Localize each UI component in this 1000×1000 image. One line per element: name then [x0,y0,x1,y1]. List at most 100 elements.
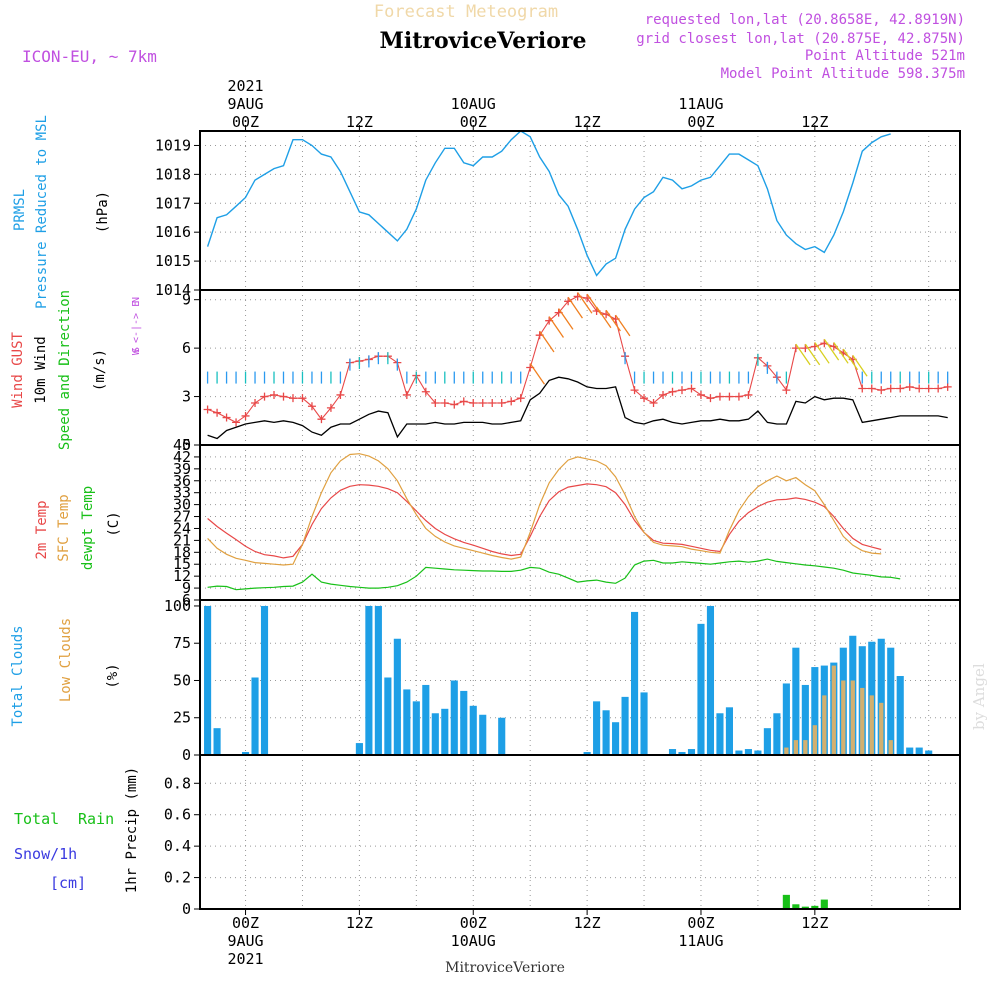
y-tick-label: 0 [182,436,191,454]
snow-unit: [cm] [50,874,86,892]
cloud-low-bar [850,680,855,755]
wind-gust-point [421,387,430,396]
y-tick-label: 50 [173,671,191,689]
total-label: Total [14,810,59,828]
wind-gust-point [877,386,886,395]
panel-frame-wind [199,289,961,446]
panel-frame-precipitation [199,754,961,910]
temp-dewpt-line [207,558,901,591]
wind-direction-arrow [548,316,564,338]
cloud-total-bar [915,747,923,755]
cloud-total-bar [412,701,420,755]
cloud-total-bar [640,692,648,755]
y-tick-label: 0.4 [164,837,191,855]
wind-gust-point [858,384,867,393]
pressure-labels: PRMSL Pressure Reduced to MSL (hPa) [12,115,111,309]
y-tick-label: 0.8 [164,774,191,792]
cloud-total-bar [612,722,620,755]
top-time-label: 00Z [687,113,714,131]
y-tick-label: 39 [173,460,191,478]
cloud-total-bar [706,605,715,755]
cloud-total-bar [241,752,250,755]
wind-gust-point [516,394,525,403]
bottom-time-label: 10AUG [451,932,496,950]
precip-unit: 1hr Precip (mm) [124,767,140,893]
cloud-total-bar [763,728,771,755]
top-time-label: 11AUG [678,95,723,113]
wind-gust-point [896,384,905,393]
wind-gust-point [298,394,307,403]
bottom-time-label: 9AUG [227,932,263,950]
wind-gust-point [734,392,743,401]
cloud-total-bar [393,638,401,755]
pressure-unit: (hPa) [95,191,111,233]
temp-labels: 2m Temp SFC Temp dewpt Temp (C) [34,486,122,570]
y-tick-label: 6 [182,339,191,357]
wind-gust-point [924,384,933,393]
wind-direction-arrow [596,306,612,329]
wind-gust-point [260,392,269,401]
wind-gust-point [668,387,677,396]
cloud-total-bar [479,714,487,755]
wind-gust-point [886,384,895,393]
wind-gust-point [867,384,876,393]
top-time-label: 10AUG [451,95,496,113]
cloud-total-bar [782,683,790,755]
y-tick-label: 18 [173,543,191,561]
frames-layer: 1014101510161017101810190369691215182124… [155,125,961,918]
cloud-total-bar [792,647,800,755]
wind-direction-arrow [842,348,859,371]
wind-direction-arrow [567,296,583,319]
y-tick-label: 9 [182,291,191,309]
wind-gust-point [507,397,516,406]
wind-gust-line [207,295,948,424]
wind-gust-point [241,411,250,420]
cloud-total-bar [925,750,933,755]
cloud-total-bar [602,710,610,755]
y-tick-label: 1017 [155,194,191,212]
y-tick-label: 30 [173,496,191,514]
model-label: ICON-EU, ~ 7km [22,47,157,66]
cloud-total-bar [725,707,733,755]
cloud-total-bar [213,728,221,755]
cloud-total-bar [374,605,382,755]
wind-gust-point [459,397,468,406]
wind-gust-point [317,415,326,424]
cloud-total-bar [896,676,904,755]
cloud-low-bar [888,740,893,755]
cloud-total-bar [384,677,392,755]
top-time-label: 12Z [801,113,828,131]
bottom-time-label: 12Z [346,914,373,932]
precip-bar [820,899,828,909]
wind-gust-point [649,399,658,408]
wind-gust-point [469,399,478,408]
wind-gust-point [715,392,724,401]
cloud-total-bar [716,713,724,755]
wind-gust-point [203,405,212,414]
top-time-label: 00Z [232,113,259,131]
wind-gust-point [640,394,649,403]
forecast-meteogram-label: Forecast Meteogram [374,2,558,22]
cloud-total-bar [630,611,639,755]
wind-gust-point [497,399,506,408]
temp-sfc-line [207,453,882,566]
cloud-low-bar [784,747,789,755]
wind-gust-point [307,402,316,411]
cloud-low-bar [860,687,865,755]
wind-gust-point [687,384,696,393]
cloud-total-bar [460,690,468,755]
bottom-time-label: 00Z [232,914,259,932]
compass-label-s: S [131,347,142,353]
cloud-total-bar [204,605,212,755]
rain-label: Rain [78,810,114,828]
cloud-total-bar [877,638,885,755]
cloud-total-bar [450,680,458,755]
wind-gust-point [744,390,753,399]
y-tick-label: 100 [164,597,191,615]
y-tick-label: 0.6 [164,806,191,824]
wind-direction-arrow [577,292,593,314]
panel-frame-temperature [199,444,961,601]
clouds-unit: (%) [105,663,121,688]
cloud-low-bar [879,702,884,755]
